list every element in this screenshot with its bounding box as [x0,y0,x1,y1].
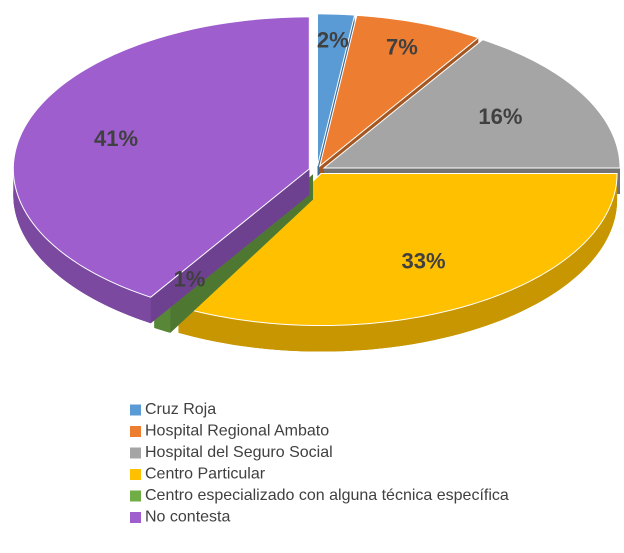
slice [12,16,310,324]
slice-side-shade [178,173,618,352]
legend-label: Hospital Regional Ambato [145,423,329,440]
slice-top [317,13,356,167]
legend-label: Centro especializado con alguna técnica … [145,487,509,504]
legend-label: Cruz Roja [145,401,216,418]
legend-swatch [130,512,141,523]
slice-cut-shade [150,168,310,324]
legend-swatch [130,469,141,480]
data-label: 1% [173,267,205,292]
legend-swatch [130,447,141,459]
slice-top [318,14,480,168]
legend-label: Hospital del Seguro Social [145,444,333,461]
slice-cut [150,168,310,324]
data-label: 7% [386,35,418,60]
legend-swatch [130,490,141,502]
legend-swatch [130,404,141,416]
data-label: 41% [94,126,138,151]
slice-side [178,173,618,352]
legend-label: Centro Particular [145,466,266,483]
legend-swatch [130,426,141,437]
slice-top [322,39,621,169]
data-label: 16% [478,104,522,129]
data-label: 33% [402,248,446,273]
data-label: 2% [317,27,349,52]
legend-label: No contesta [145,509,230,526]
slice-top [12,16,310,298]
